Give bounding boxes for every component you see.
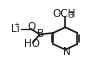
Text: B: B <box>37 29 44 39</box>
Text: N: N <box>63 47 71 57</box>
Text: Li: Li <box>11 24 20 34</box>
Text: OCH: OCH <box>53 9 76 19</box>
Text: +: + <box>14 22 20 28</box>
Text: HO: HO <box>24 39 40 49</box>
Text: 3: 3 <box>68 11 73 20</box>
Text: O: O <box>27 22 36 32</box>
